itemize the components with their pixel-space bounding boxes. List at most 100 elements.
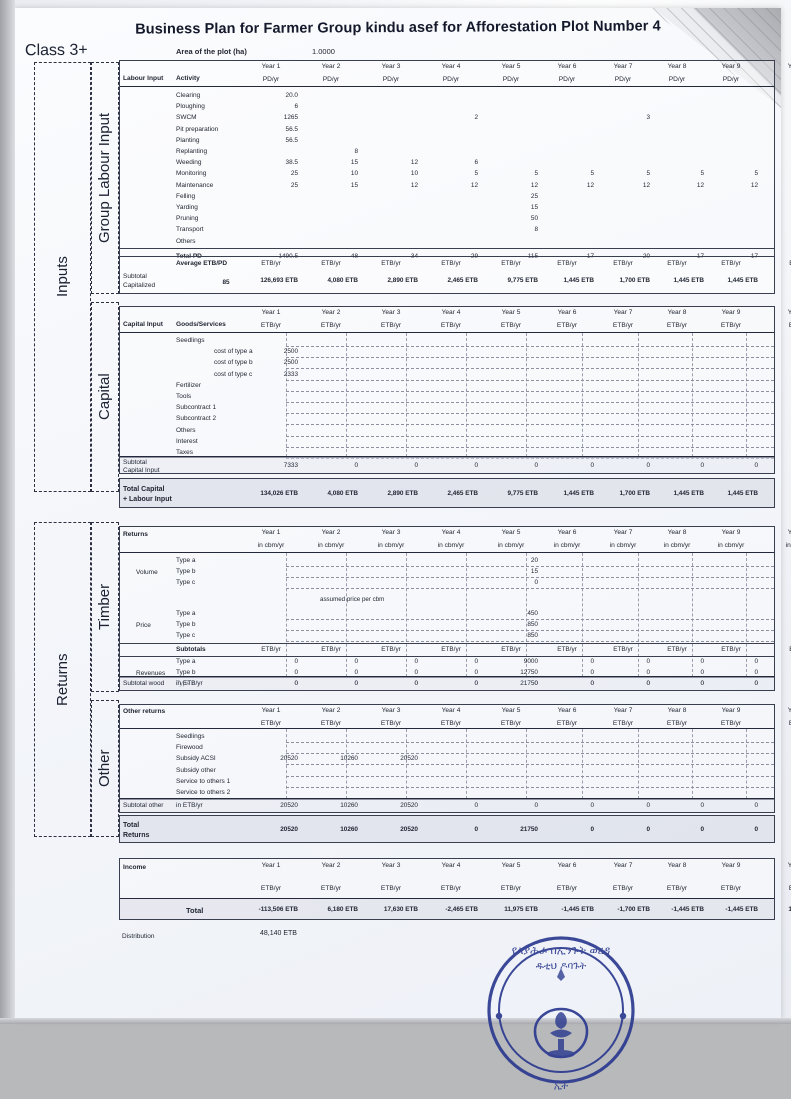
income-total-y3: 17,630 ETB (383, 906, 418, 913)
revenues-type-label-0: Type a (176, 658, 196, 665)
unit-label-y5: ETB/yr (501, 260, 521, 267)
year-header-2: Year 2 in cbm/yr (317, 529, 345, 549)
capital-row-rule-9 (286, 446, 774, 448)
total-capital-labour-y2: 4,080 ETB (327, 490, 358, 497)
volume-1-y5: 15 (530, 568, 538, 575)
year-header-5: Year 5 in cbm/yr (497, 529, 525, 549)
year-header-8: Year 8 in cbm/yr (663, 529, 691, 549)
labour-7-y5: 5 (534, 170, 538, 178)
year-header-10: Year 10ETB/yr (787, 707, 791, 727)
other-2-y2: 10260 (340, 755, 358, 763)
year-header-10: Year 10in cbm/yr (785, 529, 791, 549)
capital-row-label-3: cost of type c (214, 370, 253, 378)
volume-0-y5: 20 (530, 557, 538, 564)
year-header-8: Year 8 ETB/yr (666, 309, 688, 329)
scan-left-edge (0, 0, 15, 1024)
labour-7-y1: 25 (290, 170, 298, 178)
total-capital-labour-y4: 2,465 ETB (447, 490, 478, 497)
labour-subtotal-label: Subtotal (123, 273, 147, 280)
year-header-6: Year 6 PD/yr (557, 63, 577, 83)
unit-label-y8: ETB/yr (667, 646, 687, 653)
year-header-9: Year 9 ETB/yr (720, 707, 742, 727)
column-separator-4 (526, 333, 527, 457)
revenues-1-y4: 0 (474, 669, 478, 676)
column-separator-5 (582, 333, 583, 457)
column-separator-6 (638, 333, 639, 457)
column-separator-7 (692, 333, 693, 457)
capital-row-label-10: Taxes (176, 449, 193, 456)
other-row-label-0: Seedlings (176, 733, 205, 740)
labour-subtotal-y8: 1,445 ETB (673, 277, 704, 284)
year-header-10: Year 10PD/yr (787, 63, 791, 83)
subtotal-wood-y9: 0 (754, 680, 758, 687)
labour-7-y6: 5 (590, 170, 594, 178)
labour-8-y4: 12 (470, 181, 478, 189)
subtotal-wood-label: Subtotal wood (123, 680, 165, 687)
labour-2-y4: 2 (474, 114, 478, 122)
labour-row-label-5: Replanting (176, 148, 208, 155)
other-row-label-3: Subsidy other (176, 766, 216, 774)
capital-input-table: Capital Input Goods/Services Year 1 ETB/y… (119, 306, 791, 459)
capital-row-rule-1 (286, 357, 774, 359)
year-header-2: Year 2 ETB/yr (320, 707, 342, 727)
assumed-price-note: assumed price per cbm (320, 596, 385, 603)
year-header-7: Year 7 ETB/yr (612, 707, 634, 727)
labour-row-label-8: Maintenance (176, 181, 214, 189)
labour-subtotal-y4: 2,465 ETB (447, 277, 478, 284)
unit-label-y9: ETB/yr (721, 646, 741, 653)
document-content: Business Plan for Farmer Group kindu ase… (24, 18, 791, 1092)
revenues-label: Revenues (136, 670, 166, 677)
revenues-type-label-1: Type b (176, 669, 196, 676)
capital-section-header: Capital Input (123, 321, 163, 328)
capital-subtotal-y9: 0 (754, 462, 758, 469)
labour-8-y6: 12 (586, 181, 594, 189)
capital-row-rule-2 (286, 368, 774, 370)
revenues-0-y5: 9000 (523, 658, 538, 665)
distribution-value: 48,140 ETB (260, 930, 297, 937)
labour-8-y1: 25 (290, 181, 298, 189)
labour-row-label-0: Clearing (176, 92, 201, 99)
column-separator-1 (346, 729, 347, 799)
capital-1-y1: 2500 (283, 348, 298, 356)
subtotal-wood-y2: 0 (354, 680, 358, 687)
other-label: Other (96, 749, 113, 788)
year-header-4: Year 4 ETB/yr (440, 707, 462, 727)
timber-subtotal-table: Subtotal wood in ETB/yr 0000217500000139… (119, 676, 775, 691)
income-year-header-7: Year 7 ETB/yr (612, 862, 634, 892)
volume-type-label-0: Type a (176, 557, 196, 564)
other-returns-table: Other returns Year 1 ETB/yr Year 2 ETB/yr Ye… (119, 704, 791, 800)
year-header-5: Year 5 ETB/yr (500, 309, 522, 329)
capital-row-label-2: cost of type b (214, 359, 253, 367)
column-separator-4 (526, 729, 527, 799)
labour-subtotal-y3: 2,890 ETB (387, 277, 418, 284)
labour-7-y4: 5 (474, 170, 478, 178)
labour-6-y3: 12 (410, 159, 418, 167)
column-separator-4 (526, 553, 527, 677)
price-2-y5: 850 (527, 632, 538, 639)
labour-11-y10: 44 (772, 215, 791, 222)
labour-row-label-7: Monitoring (176, 170, 207, 178)
subtotal-other-y5: 0 (534, 802, 538, 809)
volume-row-rule-2 (286, 588, 774, 589)
labour-12-y5: 8 (534, 226, 538, 234)
class-label: Class 3+ (24, 41, 88, 60)
other-row-label-2: Subsidy ACSI (176, 755, 216, 763)
year-header-10: Year 10ETB/yr (787, 309, 791, 329)
total-capital-labour-y7: 1,700 ETB (619, 490, 650, 497)
subtotal-wood-y10: 139800 (772, 680, 791, 687)
inputs-group-label: Inputs (54, 256, 71, 298)
price-0-y10: 700 (772, 610, 791, 617)
revenues-1-y5: 12750 (520, 669, 538, 676)
returns-group-frame (34, 522, 91, 837)
timber-frame (91, 522, 119, 692)
labour-row-label-6: Weeding (176, 159, 202, 167)
unit-label-y1: ETB/yr (261, 260, 281, 267)
area-of-plot-label: Area of the plot (ha) (176, 47, 247, 56)
income-year-header-1: Year 1 ETB/yr (260, 862, 282, 892)
labour-7-y8: 5 (700, 170, 704, 178)
price-type-label-2: Type c (176, 632, 196, 639)
volume-2-y10: 7.2 (772, 579, 791, 586)
year-header-3: Year 3 PD/yr (381, 63, 401, 83)
year-header-2: Year 2 PD/yr (321, 63, 341, 83)
